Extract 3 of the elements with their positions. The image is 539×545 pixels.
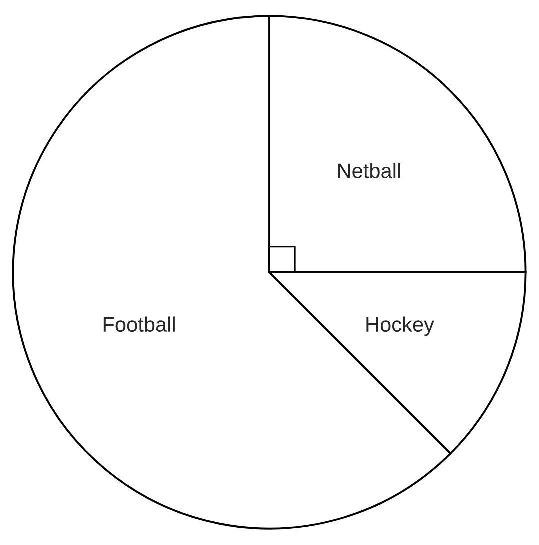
slice-label: Netball (338, 163, 400, 178)
slice-label: Hockey (366, 316, 434, 336)
slice-label: Football (104, 316, 175, 332)
